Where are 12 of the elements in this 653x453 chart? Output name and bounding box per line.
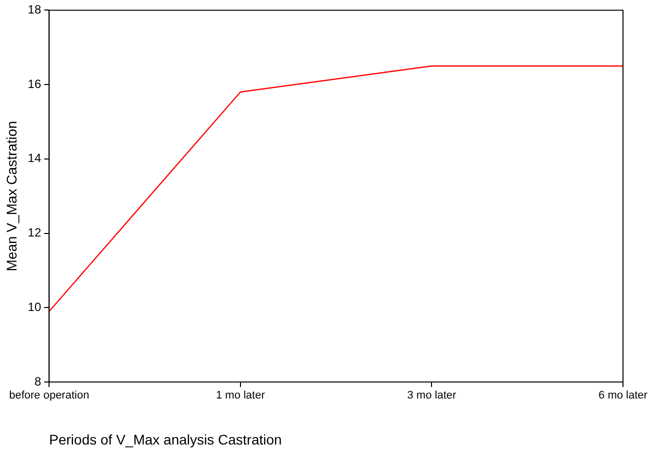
x-tick-label: 1 mo later <box>216 390 266 402</box>
y-tick-label: 16 <box>28 76 42 91</box>
x-tick-label: 6 mo later <box>598 390 648 402</box>
x-tick-label: before operation <box>9 390 90 402</box>
y-tick-label: 12 <box>28 226 42 240</box>
x-axis-title: Periods of V_Max analysis Castration <box>49 431 282 448</box>
y-tick-label: 14 <box>28 151 42 166</box>
y-axis-title: Mean V_Max Castration <box>3 121 20 272</box>
y-tick-label: 18 <box>28 2 42 17</box>
y-tick-label: 10 <box>28 300 42 314</box>
y-tick-label: 8 <box>34 374 42 388</box>
x-tick-label: 3 mo later <box>407 390 456 402</box>
